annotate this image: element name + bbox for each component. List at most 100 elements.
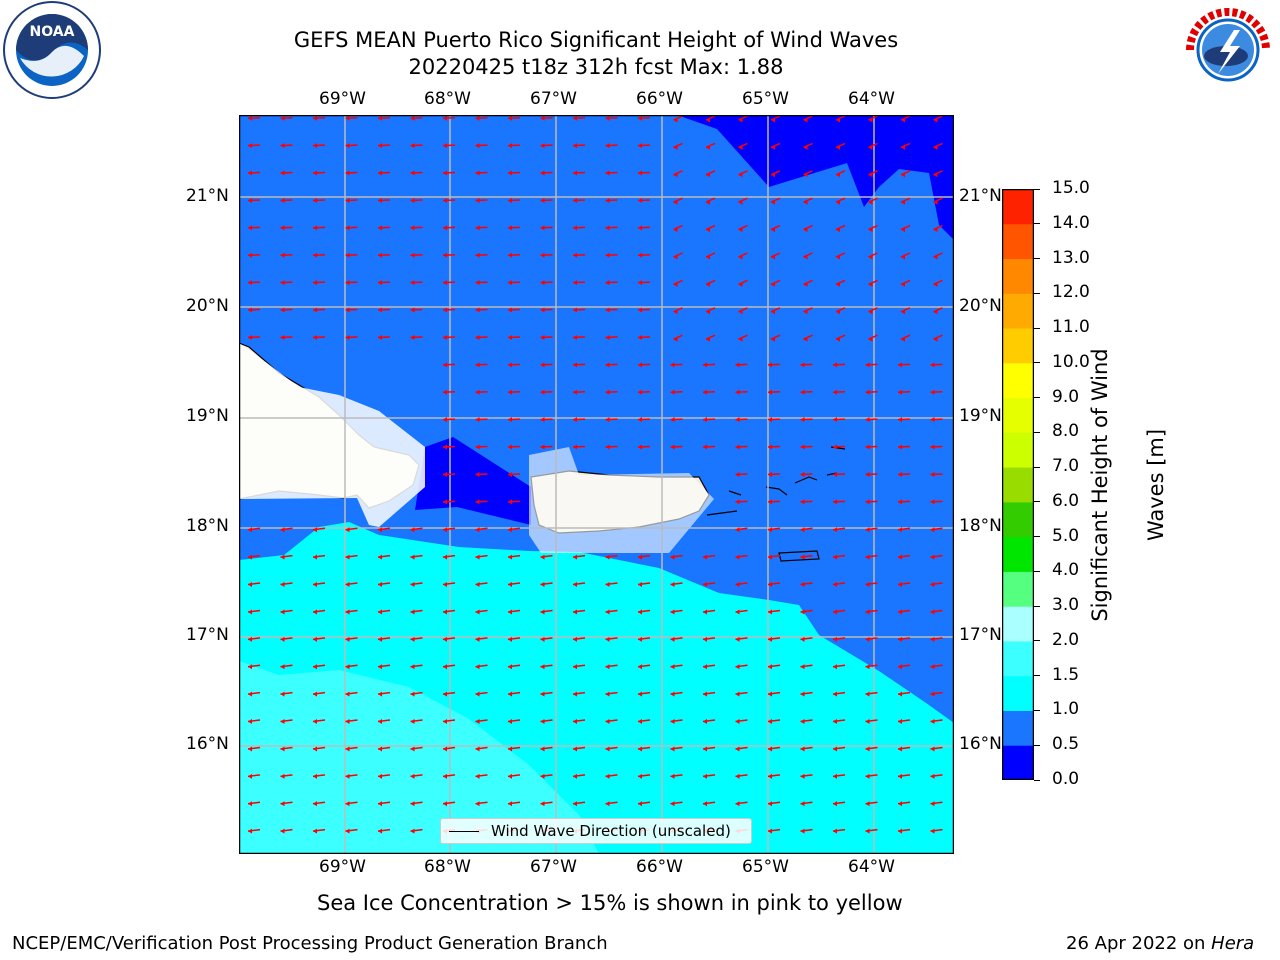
wind-wave-arrow-head: [771, 309, 775, 315]
wind-wave-arrow-head: [933, 336, 938, 342]
wind-wave-arrow-head: [930, 746, 935, 752]
wind-wave-arrow-head: [378, 143, 382, 149]
lat-label-left: 17°N: [186, 625, 229, 645]
wind-wave-arrow-head: [833, 691, 837, 697]
wind-wave-arrow-head: [898, 417, 902, 423]
wind-wave-arrow-head: [833, 636, 837, 642]
wind-wave-arrow-head: [540, 115, 545, 121]
colorbar-tick: [1034, 258, 1040, 260]
wind-wave-arrow-head: [865, 499, 870, 505]
wind-wave-arrow-head: [670, 554, 675, 560]
wind-wave-arrow-head: [670, 746, 675, 752]
lat-label-right: 16°N: [959, 734, 1002, 754]
wind-wave-arrow-head: [833, 773, 837, 779]
wind-wave-arrow-head: [868, 254, 873, 260]
wind-wave-arrow-head: [670, 389, 675, 395]
wind-wave-arrow-head: [540, 170, 545, 176]
wind-wave-arrow-head: [345, 143, 350, 149]
wind-wave-arrow-head: [443, 773, 447, 779]
wind-wave-arrow-head: [540, 691, 545, 697]
wind-wave-arrow-head: [865, 664, 870, 670]
wind-wave-arrow-head: [768, 773, 772, 779]
wind-wave-arrow-head: [280, 664, 285, 670]
wind-wave-arrow-head: [833, 746, 837, 752]
colorbar-title-line2: Waves [m]: [1144, 428, 1168, 542]
wind-wave-arrow-head: [378, 225, 382, 231]
wind-wave-arrow-head: [865, 362, 870, 368]
wind-wave-arrow-head: [703, 664, 707, 670]
wind-wave-arrow-head: [706, 309, 710, 315]
lat-label-right: 18°N: [959, 516, 1002, 536]
wind-wave-arrow-head: [771, 281, 775, 287]
wind-wave-arrow-head: [378, 801, 382, 807]
wind-wave-arrow-head: [313, 280, 317, 286]
colorbar-tick-label: 11.0: [1052, 317, 1090, 338]
wind-wave-arrow-head: [605, 252, 610, 258]
wind-wave-arrow-head: [638, 170, 642, 176]
wind-wave-arrow-head: [800, 499, 805, 505]
wind-wave-arrow-head: [673, 281, 678, 287]
wind-wave-arrow-head: [475, 582, 480, 588]
wind-wave-arrow-head: [508, 362, 512, 368]
wind-wave-arrow-head: [443, 554, 447, 560]
colorbar-tick-label: 0.5: [1052, 734, 1080, 755]
wind-wave-arrow-head: [930, 828, 935, 834]
wind-wave-arrow-head: [248, 609, 252, 615]
colorbar-tick-label: 15.0: [1052, 178, 1090, 198]
wind-wave-arrow-head: [313, 609, 317, 615]
wind-wave-arrow-head: [706, 336, 710, 342]
wind-wave-arrow-head: [540, 280, 545, 286]
wind-wave-arrow-head: [800, 554, 805, 560]
wind-wave-arrow-head: [930, 582, 935, 588]
wind-wave-arrow-head: [410, 197, 415, 203]
colorbar-tick: [1034, 223, 1040, 225]
colorbar-segment: [1002, 606, 1034, 642]
wind-wave-arrow-head: [280, 609, 285, 615]
wind-wave-arrow-head: [930, 554, 935, 560]
wind-wave-arrow-head: [768, 389, 772, 395]
wind-wave-arrow-head: [410, 143, 415, 149]
wind-wave-arrow-head: [280, 719, 285, 725]
wind-wave-arrow-head: [248, 719, 252, 725]
wind-wave-arrow-head: [573, 691, 577, 697]
colorbar-segment: [1002, 640, 1034, 677]
colorbar-tick-label: 14.0: [1052, 212, 1090, 233]
wind-wave-arrow-head: [378, 691, 382, 697]
wind-wave-arrow-head: [800, 636, 805, 642]
wind-wave-arrow-head: [573, 115, 577, 121]
wind-wave-arrow-head: [865, 554, 870, 560]
wind-wave-arrow-head: [703, 719, 707, 725]
wind-wave-arrow-head: [475, 307, 480, 313]
wind-wave-arrow-head: [378, 170, 382, 176]
colorbar-segment: [1002, 432, 1034, 468]
wind-wave-arrow-head: [540, 664, 545, 670]
wind-wave-arrow-head: [280, 828, 285, 834]
wind-wave-arrow-head: [833, 554, 837, 560]
wind-wave-arrow-head: [573, 444, 577, 450]
wind-wave-arrow-head: [735, 499, 740, 505]
colorbar-tick: [1034, 397, 1040, 399]
wind-wave-arrow-head: [638, 664, 642, 670]
wind-wave-arrow-head: [868, 309, 873, 315]
wind-wave-arrow-head: [930, 801, 935, 807]
wind-wave-arrow-head: [768, 664, 772, 670]
wind-wave-arrow-head: [540, 554, 545, 560]
wind-wave-arrow-head: [638, 143, 642, 149]
wind-wave-arrow-head: [898, 362, 902, 368]
wind-wave-arrow-head: [248, 307, 252, 313]
wind-wave-arrow-head: [313, 582, 317, 588]
wind-wave-arrow-head: [345, 197, 350, 203]
wind-wave-arrow-head: [605, 444, 610, 450]
wind-wave-arrow-head: [803, 227, 808, 233]
wind-wave-arrow-head: [443, 252, 447, 258]
wind-wave-arrow-head: [345, 773, 350, 779]
noaa-logo-text: NOAA: [30, 24, 75, 40]
wind-wave-arrow-head: [313, 719, 317, 725]
wind-wave-arrow-head: [280, 691, 285, 697]
wind-wave-arrow-head: [443, 499, 447, 505]
wind-wave-arrow-head: [345, 554, 350, 560]
wind-wave-arrow-head: [540, 417, 545, 423]
wind-wave-arrow-head: [833, 828, 837, 834]
wind-wave-arrow-head: [738, 117, 743, 123]
wind-wave-arrow-head: [605, 554, 610, 560]
